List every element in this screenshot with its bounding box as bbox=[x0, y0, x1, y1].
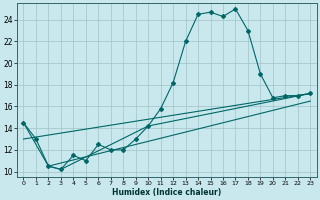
X-axis label: Humidex (Indice chaleur): Humidex (Indice chaleur) bbox=[112, 188, 221, 197]
